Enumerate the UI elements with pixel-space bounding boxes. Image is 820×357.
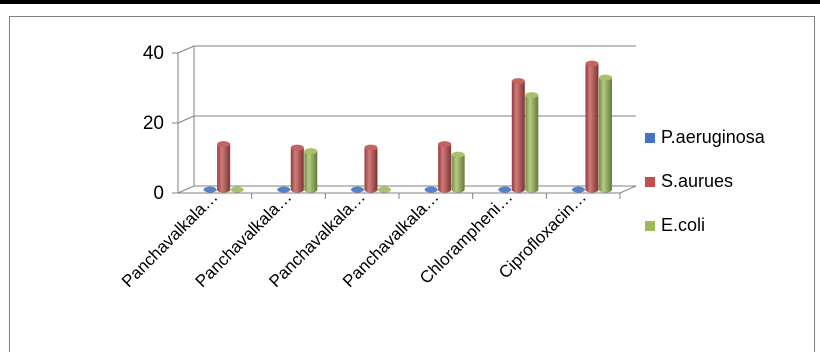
bar-e-coli-1 <box>230 186 244 193</box>
bar-s-aurues-3 <box>364 144 378 193</box>
legend-swatch <box>645 221 655 231</box>
bar-s-aurues-1 <box>217 141 231 193</box>
y-tick-label: 20 <box>143 113 164 134</box>
bar-p-aeruginosa-1 <box>203 186 217 193</box>
top-rule <box>0 0 820 4</box>
legend-label: E.coli <box>661 215 705 235</box>
bar-p-aeruginosa-2 <box>277 186 291 193</box>
gridline <box>177 45 636 54</box>
bar-s-aurues-5 <box>511 78 525 193</box>
bar-p-aeruginosa-5 <box>498 186 512 193</box>
bar-e-coli-5 <box>525 92 539 193</box>
gridline <box>177 115 636 124</box>
legend: P.aeruginosa S.aurues E.coli <box>645 127 766 235</box>
bar-p-aeruginosa-3 <box>350 186 364 193</box>
bar-s-aurues-2 <box>290 144 304 193</box>
y-tick-label: 40 <box>143 43 164 64</box>
bar-e-coli-4 <box>451 151 465 193</box>
chart-walls <box>177 45 637 194</box>
bar-e-coli-2 <box>304 148 318 193</box>
bar-s-aurues-4 <box>438 141 452 193</box>
y-axis-ticks: 0 20 40 <box>143 43 178 204</box>
bar-s-aurues-6 <box>585 60 599 193</box>
legend-swatch <box>645 177 655 187</box>
chart-floor <box>177 185 637 194</box>
legend-label: S.aurues <box>661 171 733 191</box>
bar-e-coli-3 <box>377 186 391 193</box>
y-tick-label: 0 <box>153 183 164 204</box>
bar-e-coli-6 <box>598 74 612 193</box>
legend-swatch <box>645 133 655 143</box>
chart-bars <box>203 60 612 193</box>
legend-label: P.aeruginosa <box>661 127 766 147</box>
bar-p-aeruginosa-4 <box>424 186 438 193</box>
bar-p-aeruginosa-6 <box>571 186 585 193</box>
